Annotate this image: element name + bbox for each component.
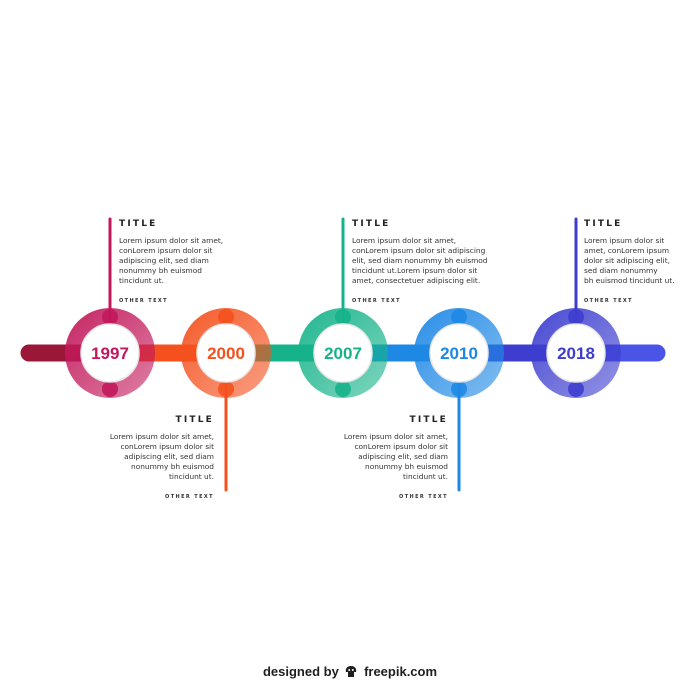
step-4-other-text: OTHER TEXT [399,494,448,500]
node-year-label: 2007 [324,344,362,363]
node-bottom-dot [335,381,351,397]
timeline-node-2018: 2018 [531,308,621,398]
node-top-dot [568,309,584,325]
node-bottom-dot [102,381,118,397]
step-4-text-block: TITLE Lorem ipsum dolor sit amet, conLor… [298,415,448,500]
step-1-title: TITLE [119,219,158,229]
timeline-node-1997: 1997 [65,308,155,398]
node-bottom-dot [218,381,234,397]
step-3-body: Lorem ipsum dolor sit amet, conLorem ips… [352,236,488,285]
node-top-dot [102,309,118,325]
node-year-label: 2018 [557,344,595,363]
credit-brand: freepik.com [364,664,438,679]
step-2-body: Lorem ipsum dolor sit amet, conLorem ips… [109,432,214,481]
timeline-node-2010: 2010 [414,308,504,398]
step-2-text-block: TITLE Lorem ipsum dolor sit amet, conLor… [64,415,214,500]
credit-prefix: designed by [262,664,339,679]
node-year-label: 2010 [440,344,478,363]
step-5-text-block: TITLE Lorem ipsum dolor sit amet, conLor… [584,219,694,304]
step-5-title: TITLE [584,219,623,229]
node-bottom-dot [451,381,467,397]
node-inner-disc [546,323,606,383]
node-top-dot [218,309,234,325]
step-5-body: Lorem ipsum dolor sit amet, conLorem ips… [584,236,675,285]
node-inner-disc [80,323,140,383]
step-1-body: Lorem ipsum dolor sit amet, conLorem ips… [119,236,224,285]
timeline-node-2000: 2000 [181,308,271,398]
node-year-label: 2000 [207,344,245,363]
step-5-other-text: OTHER TEXT [584,298,633,304]
step-1-text-block: TITLE Lorem ipsum dolor sit amet, conLor… [119,219,269,304]
step-3-text-block: TITLE Lorem ipsum dolor sit amet, conLor… [352,219,512,304]
node-inner-disc [196,323,256,383]
credit-line: designed by freepik.com [0,664,700,679]
timeline-rings: 1997 2000 2007 2010 2018 [65,308,621,398]
step-3-title: TITLE [352,219,391,229]
freepik-logo-icon [346,666,357,677]
node-year-label: 1997 [91,344,129,363]
node-top-dot [335,309,351,325]
node-top-dot [451,309,467,325]
node-bottom-dot [568,381,584,397]
node-inner-disc [429,323,489,383]
step-4-body: Lorem ipsum dolor sit amet, conLorem ips… [343,432,448,481]
step-2-title: TITLE [175,415,214,425]
step-2-other-text: OTHER TEXT [165,494,214,500]
step-1-other-text: OTHER TEXT [119,298,168,304]
timeline-node-2007: 2007 [298,308,388,398]
node-inner-disc [313,323,373,383]
step-4-title: TITLE [409,415,448,425]
step-3-other-text: OTHER TEXT [352,298,401,304]
